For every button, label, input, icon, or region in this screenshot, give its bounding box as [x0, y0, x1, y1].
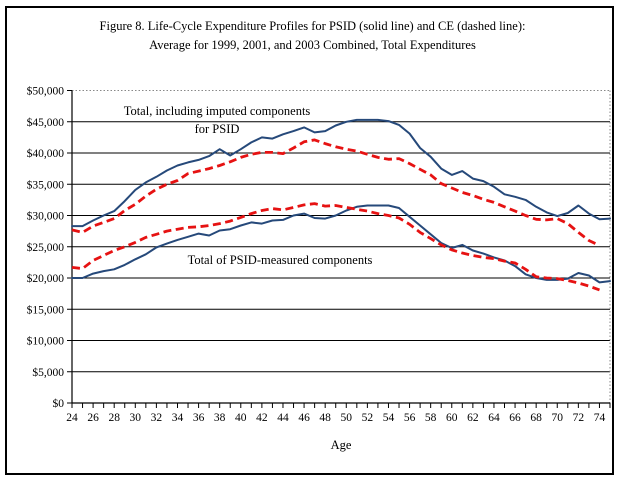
chart-title-line2: Average for 1999, 2001, and 2003 Combine… — [149, 38, 476, 52]
x-tick-label: 24 — [66, 412, 78, 424]
annotation-psid-total: Total, including imputed components for … — [62, 103, 372, 138]
y-tick-label: $15,000 — [27, 303, 65, 316]
ce-measured-line — [71, 202, 600, 292]
x-tick-label: 38 — [214, 412, 226, 424]
x-tick-label: 66 — [509, 412, 521, 424]
annotation-psid-total-line1: Total, including imputed components — [123, 104, 311, 118]
x-tick-label: 28 — [108, 412, 120, 424]
x-tick-label: 60 — [446, 412, 458, 424]
y-tick-label: $30,000 — [27, 210, 65, 223]
x-tick-label: 52 — [362, 412, 374, 424]
x-tick-label: 44 — [277, 412, 289, 424]
x-tick-label: 40 — [235, 412, 247, 424]
x-tick-label: 34 — [172, 412, 184, 424]
x-tick-label: 56 — [404, 412, 416, 424]
x-tick-label: 62 — [467, 412, 479, 424]
x-tick-label: 58 — [425, 412, 437, 424]
chart-title: Figure 8. Life-Cycle Expenditure Profile… — [0, 17, 625, 55]
x-tick-label: 30 — [130, 412, 142, 424]
x-tick-label: 64 — [488, 412, 500, 424]
ce-total-line — [71, 138, 601, 247]
y-tick-label: $0 — [53, 397, 65, 410]
y-tick-label: $35,000 — [27, 178, 65, 191]
x-tick-label: 68 — [530, 412, 542, 424]
x-tick-label: 72 — [573, 412, 585, 424]
x-axis-title: Age — [330, 438, 352, 452]
x-tick-label: 46 — [298, 412, 310, 424]
x-tick-label: 42 — [256, 412, 268, 424]
chart-title-line1: Figure 8. Life-Cycle Expenditure Profile… — [99, 19, 526, 33]
y-tick-label: $10,000 — [27, 335, 65, 348]
x-tick-label: 74 — [594, 412, 606, 424]
psid-measured-line — [71, 204, 611, 284]
x-tick-label: 36 — [193, 412, 205, 424]
x-tick-label: 26 — [87, 412, 99, 424]
psid-total-line — [71, 118, 611, 228]
x-tick-label: 48 — [319, 412, 331, 424]
y-tick-label: $45,000 — [27, 116, 65, 129]
annotation-psid-total-line2: for PSID — [194, 121, 240, 136]
y-tick-label: $20,000 — [27, 272, 65, 285]
x-tick-label: 50 — [341, 412, 353, 424]
y-tick-label: $5,000 — [32, 366, 64, 379]
annotation-psid-measured: Total of PSID-measured components — [187, 253, 373, 267]
x-tick-label: 32 — [151, 412, 163, 424]
y-tick-label: $40,000 — [27, 147, 65, 160]
y-tick-label: $25,000 — [27, 241, 65, 254]
x-tick-label: 54 — [383, 412, 395, 424]
y-tick-label: $50,000 — [27, 85, 65, 98]
x-tick-label: 70 — [552, 412, 564, 424]
